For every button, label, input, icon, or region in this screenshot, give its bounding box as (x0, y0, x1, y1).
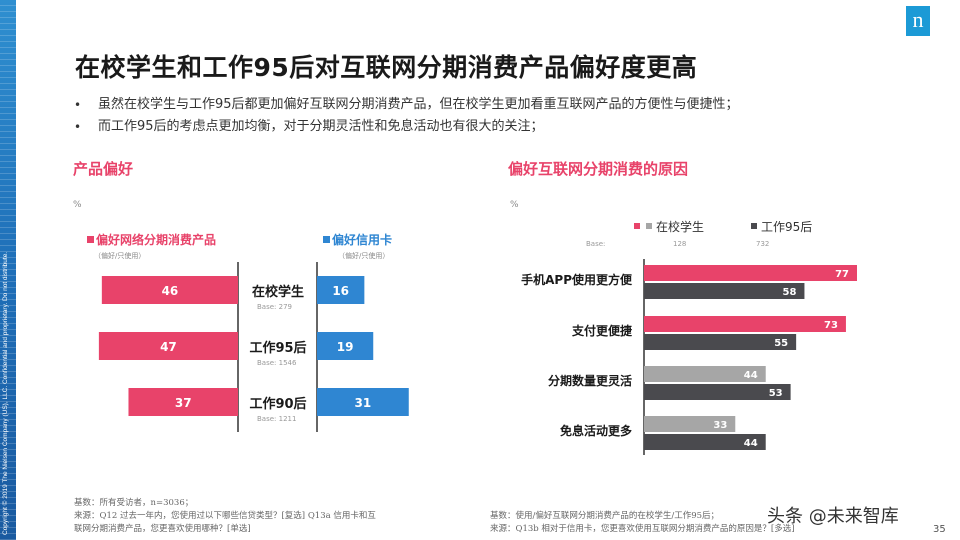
page-title: 在校学生和工作95后对互联网分期消费产品偏好度更高 (75, 53, 698, 82)
bar (644, 334, 797, 350)
data-label: 33 (713, 420, 727, 431)
data-label: 77 (835, 269, 849, 280)
data-label: 58 (783, 287, 797, 298)
bar (101, 276, 238, 304)
footnote-line: 联网分期消费产品，您更喜欢使用哪种？[单选] (74, 524, 251, 534)
category-label: 支付更便捷 (571, 323, 633, 338)
legend-swatch (87, 236, 94, 243)
category-label: 在校学生 (252, 284, 304, 300)
bar (128, 388, 238, 416)
bar (644, 366, 766, 382)
footnote-line: 来源：Q12 过去一年内，您使用过以下哪些信贷类型？[复选] Q13a 信用卡和… (74, 511, 376, 521)
bullet-list: 虽然在校学生与工作95后都更加偏好互联网分期消费产品，但在校学生更加看重互联网产… (74, 94, 914, 138)
category-label: 手机APP使用更方便 (521, 272, 633, 287)
base-label: Base: 1211 (257, 415, 296, 423)
legend-swatch (646, 223, 652, 229)
bar (644, 416, 736, 432)
right-unit-label: % (510, 200, 519, 210)
left-unit-label: % (73, 200, 82, 210)
data-label: 19 (337, 340, 354, 354)
base-label: Base: 1546 (257, 359, 297, 367)
base-label: Base: 279 (257, 303, 292, 311)
data-label: 73 (824, 320, 838, 331)
data-label: 44 (744, 438, 758, 449)
legend-label: 偏好信用卡 (332, 232, 392, 247)
base-value: 128 (673, 240, 686, 248)
right-section-heading: 偏好互联网分期消费的原因 (508, 160, 689, 178)
legend-label: 在校学生 (656, 219, 704, 234)
bar (317, 332, 374, 360)
footnote-line: 来源：Q13b 相对于信用卡，您更喜欢使用互联网分期消费产品的原因是？[多选] (490, 524, 795, 534)
bar (644, 283, 805, 299)
legend-note: （偏好/只使用） (94, 251, 145, 260)
base-value: 732 (756, 240, 769, 248)
page-number: 35 (933, 524, 946, 535)
data-label: 53 (769, 388, 783, 399)
category-label: 免息活动更多 (560, 423, 632, 438)
watermark: 头条 @未来智库 (767, 506, 899, 527)
bar (644, 316, 846, 332)
data-label: 37 (175, 396, 192, 410)
side-band-pattern (0, 0, 16, 540)
bar (317, 388, 409, 416)
footnote-line: 基数：使用/偏好互联网分期消费产品的在校学生/工作95后； (490, 511, 720, 521)
base-label: Base: (586, 240, 605, 248)
category-label: 工作90后 (249, 396, 306, 412)
data-label: 46 (162, 284, 179, 298)
legend-swatch (751, 223, 757, 229)
right-footnote: 基数：使用/偏好互联网分期消费产品的在校学生/工作95后； 来源：Q13b 相对… (490, 510, 830, 536)
data-label: 55 (774, 338, 788, 349)
legend-label: 偏好网络分期消费产品 (96, 232, 216, 247)
data-label: 16 (332, 284, 349, 298)
side-band (0, 0, 16, 540)
category-label: 分期数量更灵活 (548, 373, 632, 388)
data-label: 47 (160, 340, 177, 354)
category-label: 工作95后 (249, 340, 306, 356)
left-footnote: 基数：所有受访者，n=3036； 来源：Q12 过去一年内，您使用过以下哪些信贷… (74, 497, 414, 536)
legend-swatch (634, 223, 640, 229)
footnote-line: 基数：所有受访者，n=3036； (74, 498, 194, 508)
legend-note: （偏好/只使用） (338, 251, 389, 260)
bullet-item: 而工作95后的考虑点更加均衡，对于分期灵活性和免息活动也有很大的关注； (74, 116, 914, 138)
bar (644, 265, 857, 281)
data-label: 31 (355, 396, 372, 410)
bar (644, 434, 766, 450)
bar (317, 276, 365, 304)
nielsen-logo: n (906, 6, 930, 36)
bullet-item: 虽然在校学生与工作95后都更加偏好互联网分期消费产品，但在校学生更加看重互联网产… (74, 94, 914, 116)
logo-letter: n (912, 7, 924, 32)
bar (98, 332, 238, 360)
bar (644, 384, 791, 400)
data-label: 44 (744, 370, 758, 381)
left-section-heading: 产品偏好 (73, 160, 134, 178)
legend-label: 工作95后 (761, 220, 812, 234)
legend-swatch (323, 236, 330, 243)
